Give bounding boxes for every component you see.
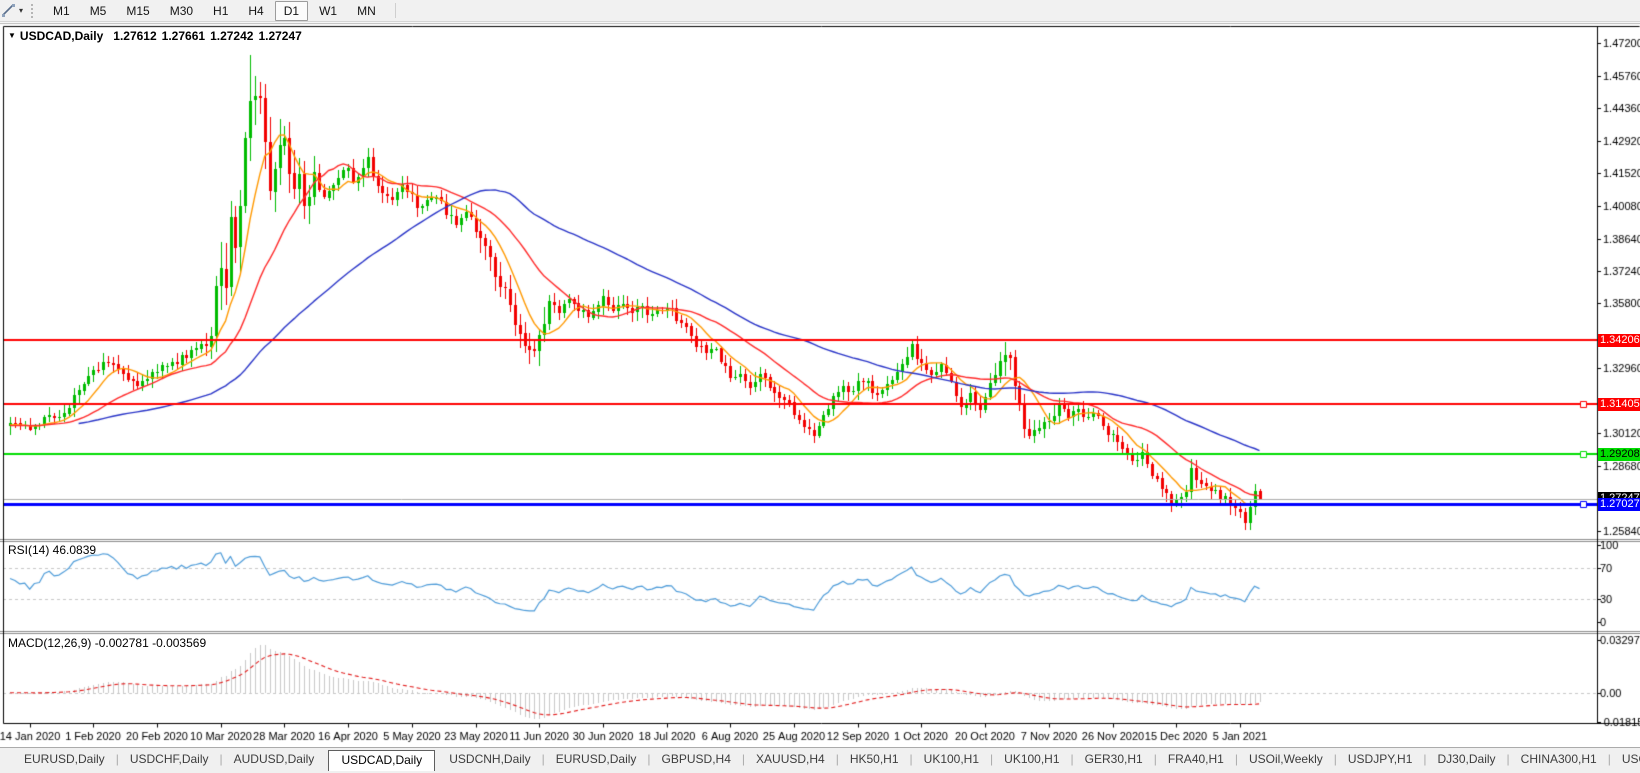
- tab-divider: |: [1070, 752, 1074, 766]
- tab-divider: |: [647, 752, 651, 766]
- macd-indicator-label: MACD(12,26,9) -0.002781 -0.003569: [8, 636, 207, 650]
- tab-divider: |: [741, 752, 746, 766]
- chart-tabbar: EURUSD,Daily | USDCHF,Daily | AUDUSD,Daily | U…: [0, 747, 1640, 773]
- chart-symbol-period: USDCAD,Daily: [19, 29, 104, 43]
- chart-tab-eurusd-daily[interactable]: EURUSD,Daily: [24, 752, 105, 766]
- price-line-label-1-34206: 1.34206: [1598, 334, 1640, 347]
- line-tool-button[interactable]: ▾: [0, 1, 25, 20]
- ohlc-open: 1.27612: [113, 29, 157, 43]
- chart-tab-uk100-h1[interactable]: UK100,H1: [923, 752, 980, 766]
- tab-divider: |: [990, 752, 994, 766]
- tab-divider: |: [909, 752, 913, 766]
- chart-tab-ger30-h1[interactable]: GER30,H1: [1084, 752, 1143, 766]
- chart-tab-gbpusd-h4[interactable]: GBPUSD,H4: [661, 752, 731, 766]
- toolbar-separator: [394, 3, 396, 18]
- tab-divider: |: [1333, 752, 1337, 766]
- chart-tab-fra40-h1[interactable]: FRA40,H1: [1167, 752, 1224, 766]
- chart-tab-usoil-weekly[interactable]: USOil,Weekly: [1248, 752, 1323, 766]
- chart-tab-audusd-daily[interactable]: AUDUSD,Daily: [233, 752, 315, 766]
- timeframe-button-group: M1 M5 M15 M30 H1 H4 D1 W1 MN: [43, 0, 386, 21]
- chart-tab-eurusd-daily[interactable]: EURUSD,Daily: [555, 752, 637, 766]
- timeframe-button-d1[interactable]: D1: [274, 0, 309, 21]
- tab-divider: |: [1234, 752, 1238, 766]
- tab-divider: |: [1153, 752, 1157, 766]
- chart-tab-usdcad-daily[interactable]: USDCAD,Daily: [328, 750, 436, 771]
- chart-tab-china300-h1[interactable]: CHINA300,H1: [1520, 752, 1597, 766]
- timeframe-button-m5[interactable]: M5: [89, 3, 107, 18]
- tab-divider: |: [115, 752, 119, 766]
- chart-tab-dj30-daily[interactable]: DJ30,Daily: [1437, 752, 1496, 766]
- chart-tab-usdcnh-daily[interactable]: USDCNH,Daily: [449, 752, 531, 766]
- tab-divider: |: [219, 752, 223, 766]
- chevron-down-icon[interactable]: ▾: [19, 6, 24, 15]
- tab-divider: |: [835, 752, 839, 766]
- tab-divider: |: [1423, 752, 1427, 766]
- chart-tabs: EURUSD,Daily | USDCHF,Daily | AUDUSD,Daily | U…: [13, 750, 1640, 771]
- chart-tab-usdchf-daily[interactable]: USDCHF,Daily: [129, 752, 209, 766]
- chart-tab-uk100-h1[interactable]: UK100,H1: [1004, 752, 1060, 766]
- timeframe-button-m30[interactable]: M30: [169, 3, 194, 18]
- chart-tab-xauusd-h4[interactable]: XAUUSD,H4: [756, 752, 825, 766]
- timeframe-button-m1[interactable]: M1: [53, 3, 70, 18]
- price-line-label-1-27027: 1.27027: [1598, 498, 1640, 511]
- chart-tab-usdjpy-h1[interactable]: USDJPY,H1: [1347, 752, 1413, 766]
- tab-divider: |: [541, 752, 545, 766]
- trendline-tool-icon: [2, 4, 15, 17]
- chart-title: ▼ USDCAD,Daily 1.27612 1.27661 1.27242 1.2724…: [8, 29, 302, 43]
- ohlc-close: 1.27247: [258, 29, 302, 43]
- timeframe-button-m15[interactable]: M15: [126, 3, 150, 18]
- tab-divider: |: [1506, 752, 1510, 766]
- price-line-label-1-29208: 1.29208: [1598, 448, 1640, 461]
- chart-tab-usoil-[interactable]: USOil,: [1621, 752, 1640, 766]
- price-line-label-1-31405: 1.31405: [1598, 398, 1640, 411]
- ohlc-high: 1.27661: [161, 29, 206, 43]
- ohlc-low: 1.27242: [210, 29, 254, 43]
- rsi-indicator-label: RSI(14) 46.0839: [8, 543, 97, 557]
- timeframe-button-h1[interactable]: H1: [213, 3, 229, 18]
- chart-tab-hk50-h1[interactable]: HK50,H1: [849, 752, 899, 766]
- timeframe-toolbar: ▾ M1 M5 M15 M30 H1 H4 D1 W1 MN: [0, 0, 1640, 22]
- tab-divider: |: [1607, 752, 1611, 766]
- toolbar-grip-handle[interactable]: [31, 3, 35, 18]
- timeframe-button-h4[interactable]: H4: [248, 3, 264, 18]
- timeframe-button-w1[interactable]: W1: [319, 3, 338, 18]
- collapse-triangle-icon[interactable]: ▼: [8, 31, 16, 40]
- timeframe-button-mn[interactable]: MN: [357, 3, 376, 18]
